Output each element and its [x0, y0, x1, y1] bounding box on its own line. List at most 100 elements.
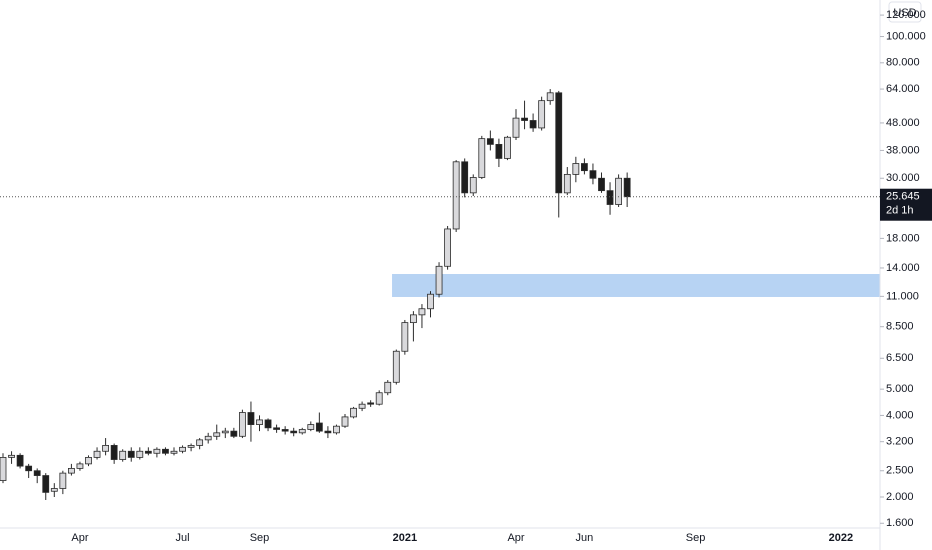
candle-body-up [59, 472, 67, 489]
candle-body-up [615, 177, 622, 205]
candle-body-up [213, 432, 221, 437]
candle-body-up [307, 424, 315, 430]
candle-body-up [179, 446, 186, 452]
candle-body-up [170, 450, 178, 454]
y-tick-label: 4.000 [886, 409, 914, 421]
y-tick-label: 30.000 [886, 172, 920, 184]
candle-body-up [375, 392, 383, 405]
candle-body-down [264, 419, 272, 429]
plot-area [0, 89, 880, 500]
x-tick-label: Apr [507, 532, 524, 544]
x-tick-label: 2021 [393, 532, 417, 544]
candle-body-up [563, 173, 571, 194]
candle-body-down [16, 454, 24, 467]
y-tick-label: 6.500 [886, 352, 914, 364]
candle-body-up [0, 457, 7, 481]
x-tick-label: 2022 [829, 532, 853, 544]
candle-body-up [341, 416, 349, 427]
candle-body-down [290, 430, 298, 434]
price-zone [392, 273, 880, 297]
candle-body-down [555, 92, 563, 194]
candle-body-up [298, 429, 306, 434]
y-tick-label: 2.000 [886, 491, 914, 503]
last-price-box [880, 188, 932, 221]
y-tick-label: 120.000 [886, 9, 926, 21]
candle-body-down [529, 120, 537, 129]
candle-body-up [409, 314, 417, 324]
y-tick-label: 14.000 [886, 262, 920, 274]
candle-body-up [238, 412, 246, 437]
y-tick-label: 80.000 [886, 57, 920, 69]
candle-body-up [358, 403, 366, 409]
currency-box[interactable] [888, 1, 922, 23]
y-tick-label: 2.500 [886, 465, 914, 477]
candle-body-down [589, 170, 597, 179]
candle-body-up [512, 117, 520, 138]
y-tick-label: 100.000 [886, 30, 926, 42]
candle-body-up [350, 407, 357, 418]
candle-body-down [606, 190, 614, 205]
candle-body-up [204, 435, 212, 441]
candle-body-down [33, 470, 41, 476]
candle-body-up [256, 419, 263, 425]
candle-body-up [196, 439, 204, 446]
candle-body-up [392, 350, 400, 383]
candle-body-down [110, 445, 118, 460]
candle-body-up [478, 138, 486, 178]
y-tick-label: 11.000 [886, 290, 919, 302]
candle-body-down [623, 177, 631, 198]
candle-body-down [581, 163, 588, 172]
candle-body-up [504, 136, 511, 159]
candle-body-up [401, 322, 409, 352]
candle-body-down [598, 177, 605, 192]
y-tick-label: 5.000 [886, 383, 914, 395]
x-tick-label: Sep [250, 532, 270, 544]
candle-body-up [85, 457, 92, 465]
candle-body-up [444, 228, 452, 267]
candle-body-up [427, 293, 434, 310]
candle-body-up [76, 463, 84, 469]
candle-body-up [435, 265, 443, 295]
candle-body-up [452, 161, 460, 230]
candle-body-down [315, 422, 323, 432]
y-tick-label: 3.200 [886, 436, 914, 448]
candle-body-up [187, 445, 195, 448]
candle-body-up [572, 163, 580, 175]
candle-body-up [102, 445, 109, 452]
candle-body-down [324, 430, 332, 434]
candle-body-up [93, 450, 101, 458]
candle-body-up [119, 450, 127, 460]
x-tick-label: Sep [686, 532, 706, 544]
candle-body-up [221, 430, 229, 434]
candle-body-down [486, 138, 494, 145]
candle-body-up [136, 450, 144, 458]
candle-body-up [50, 488, 58, 492]
candle-body-down [521, 117, 528, 121]
candle-body-down [42, 475, 50, 493]
candle-body-up [538, 100, 546, 129]
candle-body-up [68, 468, 75, 474]
y-tick-label: 48.000 [886, 117, 920, 129]
x-tick-label: Jul [176, 532, 190, 544]
x-tick-label: Jun [576, 532, 594, 544]
y-tick-label: 1.600 [886, 517, 914, 529]
candle-body-down [162, 448, 169, 454]
candle-body-up [333, 425, 340, 434]
candle-body-down [25, 465, 33, 472]
candle-body-up [153, 448, 161, 454]
countdown-label: 2d 1h [886, 205, 914, 217]
candle-body-down [144, 450, 152, 454]
candle-body-up [418, 308, 426, 316]
candle-body-up [384, 381, 392, 394]
y-tick-label: 18.000 [886, 232, 920, 244]
x-tick-label: Apr [71, 532, 88, 544]
candle-body-down [367, 402, 375, 405]
candle-body-up [546, 92, 554, 102]
candle-body-down [461, 161, 469, 194]
y-tick-label: 64.000 [886, 83, 920, 95]
candle-body-up [469, 177, 477, 194]
candle-body-down [247, 412, 255, 425]
candle-body-down [495, 143, 503, 159]
currency-label: USD [893, 7, 916, 19]
